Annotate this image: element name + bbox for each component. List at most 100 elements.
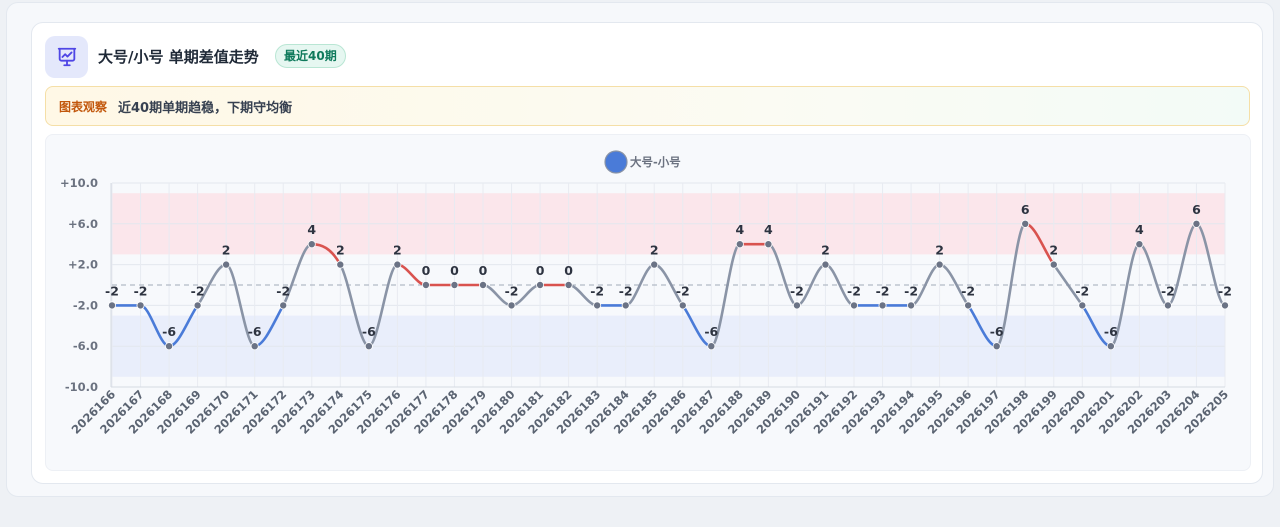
data-label: 2 — [821, 243, 830, 258]
data-point — [621, 301, 630, 310]
data-point — [792, 301, 801, 310]
y-tick-label: -6.0 — [73, 339, 98, 353]
y-tick-label: -10.0 — [65, 380, 98, 394]
data-point — [136, 301, 145, 310]
data-point — [1163, 301, 1172, 310]
observation-text: 近40期单期趋稳，下期守均衡 — [118, 100, 293, 116]
data-point — [1135, 240, 1144, 249]
data-point — [1021, 219, 1030, 228]
data-point — [650, 260, 659, 269]
outer-panel: 大号/小号 单期差值走势 最近40期 图表观察 近40期单期趋稳，下期守均衡 +… — [6, 2, 1274, 497]
data-label: -2 — [105, 283, 119, 298]
data-point — [1078, 301, 1087, 310]
data-label: -6 — [990, 324, 1004, 339]
data-point — [850, 301, 859, 310]
data-point — [478, 280, 487, 289]
data-point — [250, 342, 259, 351]
line-segment — [1166, 222, 1198, 307]
line-segment — [224, 263, 256, 348]
data-point — [421, 280, 430, 289]
data-point — [279, 301, 288, 310]
y-tick-label: +6.0 — [68, 217, 98, 231]
data-point — [393, 260, 402, 269]
data-point — [307, 240, 316, 249]
data-label: 0 — [536, 263, 545, 278]
data-point — [165, 342, 174, 351]
chart-presentation-icon — [45, 36, 88, 78]
data-label: 2 — [222, 243, 231, 258]
data-point — [1106, 342, 1115, 351]
chart-card: 大号/小号 单期差值走势 最近40期 图表观察 近40期单期趋稳，下期守均衡 +… — [31, 22, 1263, 484]
data-label: -2 — [961, 283, 975, 298]
observation-label: 图表观察 — [59, 99, 108, 114]
data-point — [193, 301, 202, 310]
y-tick-label: -2.0 — [73, 298, 98, 312]
observation-note: 图表观察 近40期单期趋稳，下期守均衡 — [45, 86, 1250, 126]
data-label: -6 — [1104, 324, 1118, 339]
data-label: 4 — [307, 222, 316, 237]
data-point — [935, 260, 944, 269]
line-segment — [995, 222, 1027, 348]
data-label: -2 — [847, 283, 861, 298]
data-label: -2 — [590, 283, 604, 298]
data-label: -2 — [790, 283, 804, 298]
legend-marker — [604, 150, 628, 174]
data-point — [821, 260, 830, 269]
data-point — [450, 280, 459, 289]
y-tick-label: +2.0 — [68, 258, 98, 272]
data-label: 4 — [1135, 222, 1144, 237]
data-point — [678, 301, 687, 310]
data-label: -2 — [505, 283, 519, 298]
data-point — [735, 240, 744, 249]
data-label: 4 — [764, 222, 773, 237]
data-label: 6 — [1021, 202, 1030, 217]
data-point — [364, 342, 373, 351]
data-label: -6 — [162, 324, 176, 339]
data-point — [536, 280, 545, 289]
data-point — [564, 280, 573, 289]
data-point — [707, 342, 716, 351]
data-label: 2 — [1049, 243, 1058, 258]
data-label: -2 — [1161, 283, 1175, 298]
line-segment — [710, 242, 742, 348]
y-tick-label: +10.0 — [60, 176, 98, 190]
data-label: 0 — [479, 263, 488, 278]
data-point — [878, 301, 887, 310]
data-point — [507, 301, 516, 310]
data-label: 2 — [393, 243, 402, 258]
legend-label: 大号-小号 — [630, 155, 681, 169]
chart-panel: +10.0 +6.0 +2.0 -2.0 -6.0 -10.0 2026166 2026167… — [45, 134, 1251, 471]
data-label: -2 — [904, 283, 918, 298]
data-label: 0 — [564, 263, 573, 278]
data-label: -6 — [362, 324, 376, 339]
data-label: -6 — [248, 324, 262, 339]
data-label: -2 — [276, 283, 290, 298]
data-label: -2 — [134, 283, 148, 298]
line-segment — [1052, 263, 1084, 307]
data-point — [907, 301, 916, 310]
data-label: -2 — [676, 283, 690, 298]
data-point — [992, 342, 1001, 351]
data-label: 2 — [336, 243, 345, 258]
data-point — [593, 301, 602, 310]
data-label: 2 — [935, 243, 944, 258]
data-label: 0 — [450, 263, 459, 278]
difference-line-chart: +10.0+6.0+2.0-2.0-6.0-10.020261662026167… — [60, 150, 1232, 437]
data-label: 2 — [650, 243, 659, 258]
line-segment — [1109, 242, 1141, 348]
data-point — [1221, 301, 1230, 310]
period-badge: 最近40期 — [275, 44, 346, 68]
line-segment — [1195, 222, 1227, 307]
data-label: 4 — [735, 222, 744, 237]
data-label: -2 — [1075, 283, 1089, 298]
data-point — [336, 260, 345, 269]
data-label: -2 — [191, 283, 205, 298]
data-label: 0 — [422, 263, 431, 278]
data-label: 6 — [1192, 202, 1201, 217]
line-segment — [367, 263, 399, 348]
data-label: -2 — [1218, 283, 1232, 298]
data-label: -2 — [876, 283, 890, 298]
data-point — [1049, 260, 1058, 269]
page-title: 大号/小号 单期差值走势 — [98, 48, 259, 66]
data-point — [764, 240, 773, 249]
